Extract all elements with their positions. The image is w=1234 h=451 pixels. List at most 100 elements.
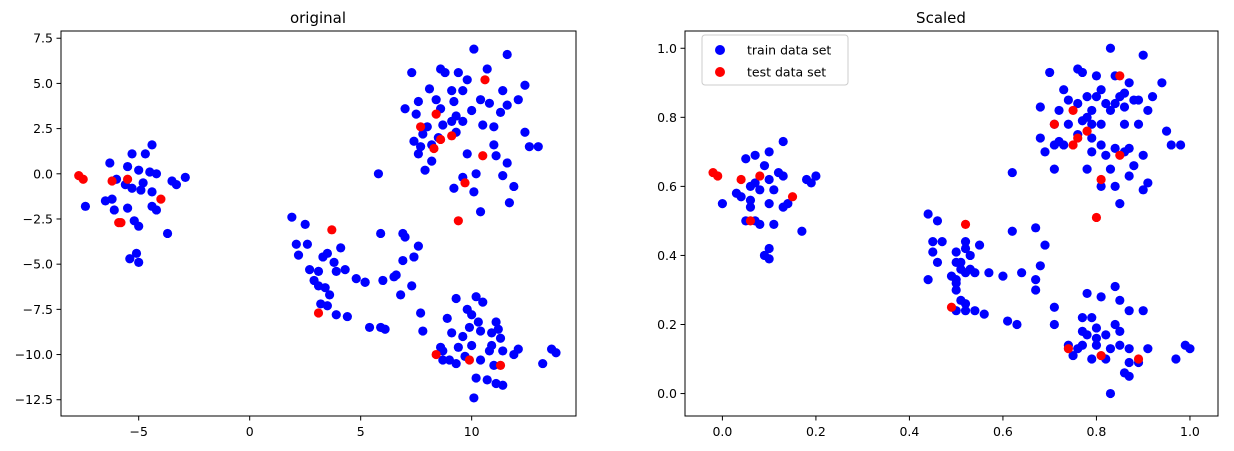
data-point-train bbox=[1105, 164, 1116, 174]
data-point-train bbox=[471, 373, 481, 383]
data-point-train bbox=[1110, 143, 1120, 153]
data-point-train bbox=[1087, 133, 1097, 143]
legend-label-train: train data set bbox=[747, 43, 831, 58]
data-point-train bbox=[469, 187, 479, 197]
data-point-train bbox=[147, 140, 157, 150]
data-point-train bbox=[745, 195, 756, 205]
data-point-test bbox=[431, 109, 441, 119]
data-point-train bbox=[1166, 140, 1176, 150]
data-point-train bbox=[1049, 164, 1059, 174]
legend-marker-train bbox=[715, 45, 725, 55]
data-point-train bbox=[489, 140, 499, 150]
data-point-test bbox=[1133, 354, 1144, 364]
data-point-train bbox=[409, 252, 419, 262]
data-point-train bbox=[398, 255, 408, 266]
data-point-train bbox=[331, 266, 341, 276]
plot-scaled: Scaled 0.0 0.2 0.4 0.6 0.8 1.0 1.0 0.8 0.6 0.4 0.2… bbox=[657, 9, 1219, 439]
y-tick-label-original: −5.0 bbox=[23, 257, 53, 272]
y-tick-label-original: −10.0 bbox=[15, 347, 53, 362]
data-point-train bbox=[442, 313, 452, 323]
data-point-test bbox=[1091, 212, 1102, 223]
data-point-train bbox=[1119, 102, 1130, 112]
data-point-train bbox=[424, 84, 435, 94]
y-tick-label-scaled: 0.6 bbox=[657, 179, 677, 194]
data-point-train bbox=[140, 149, 150, 159]
data-point-train bbox=[413, 96, 423, 107]
data-point-train bbox=[475, 207, 486, 217]
data-point-train bbox=[1110, 319, 1120, 330]
data-point-test bbox=[464, 355, 475, 365]
y-tick-label-original: 2.5 bbox=[33, 121, 53, 136]
data-point-train bbox=[336, 243, 346, 253]
data-point-train bbox=[1054, 105, 1064, 116]
data-point-train bbox=[520, 127, 530, 137]
chart-title-scaled: Scaled bbox=[916, 9, 966, 27]
data-point-train bbox=[1138, 50, 1148, 60]
data-point-train bbox=[331, 310, 341, 320]
data-point-train bbox=[1175, 140, 1186, 150]
data-point-train bbox=[453, 67, 463, 78]
data-point-train bbox=[750, 178, 760, 188]
data-point-train bbox=[1087, 147, 1097, 157]
data-point-train bbox=[318, 252, 328, 262]
data-point-test bbox=[429, 143, 439, 154]
data-point-train bbox=[1077, 67, 1088, 78]
data-point-train bbox=[1115, 340, 1125, 350]
data-point-train bbox=[1143, 105, 1153, 116]
legend-marker-test bbox=[715, 67, 725, 77]
data-point-train bbox=[1138, 185, 1148, 195]
data-point-train bbox=[287, 212, 297, 222]
data-point-train bbox=[498, 346, 508, 356]
data-point-train bbox=[180, 172, 190, 183]
data-point-train bbox=[533, 142, 543, 152]
data-point-train bbox=[1087, 119, 1097, 129]
data-point-train bbox=[1049, 140, 1059, 150]
x-tick-label-original: −5 bbox=[129, 424, 147, 439]
data-point-train bbox=[109, 205, 119, 215]
data-point-train bbox=[1035, 133, 1045, 143]
data-point-test bbox=[1068, 140, 1078, 150]
data-point-train bbox=[502, 49, 512, 60]
data-point-train bbox=[291, 239, 301, 249]
data-point-train bbox=[797, 226, 807, 236]
data-point-train bbox=[360, 277, 370, 287]
data-point-test bbox=[1068, 105, 1078, 116]
data-point-train bbox=[127, 183, 137, 193]
data-point-train bbox=[1147, 92, 1158, 102]
data-point-train bbox=[416, 308, 426, 318]
data-point-train bbox=[745, 202, 756, 212]
data-point-train bbox=[498, 380, 508, 390]
data-point-test bbox=[480, 75, 490, 85]
data-point-train bbox=[136, 185, 146, 195]
data-point-train bbox=[320, 283, 330, 293]
data-point-train bbox=[1115, 295, 1125, 305]
data-point-train bbox=[151, 169, 162, 179]
data-point-train bbox=[1129, 161, 1139, 171]
x-tick-label-scaled: 0.4 bbox=[899, 424, 919, 439]
x-tick-label-scaled: 0.8 bbox=[1086, 424, 1106, 439]
data-point-train bbox=[741, 154, 751, 164]
y-tick-label-scaled: 0.8 bbox=[657, 110, 677, 125]
data-point-train bbox=[1115, 199, 1125, 209]
data-point-train bbox=[418, 326, 428, 336]
data-point-test bbox=[946, 302, 957, 312]
data-point-train bbox=[974, 240, 985, 250]
data-point-train bbox=[411, 109, 421, 119]
data-point-train bbox=[138, 178, 148, 188]
data-point-train bbox=[1031, 285, 1041, 295]
data-point-train bbox=[1101, 98, 1111, 109]
data-point-train bbox=[811, 171, 821, 181]
data-point-train bbox=[928, 237, 938, 247]
data-point-train bbox=[998, 271, 1008, 281]
data-point-train bbox=[1091, 92, 1102, 102]
data-point-train bbox=[538, 358, 548, 369]
data-point-train bbox=[451, 293, 461, 304]
data-point-train bbox=[520, 80, 530, 90]
axes-frame-original bbox=[60, 30, 577, 417]
data-point-train bbox=[1185, 344, 1195, 354]
data-point-train bbox=[1091, 333, 1102, 343]
data-point-train bbox=[769, 185, 779, 195]
data-point-train bbox=[125, 254, 135, 264]
data-point-train bbox=[502, 158, 512, 168]
data-point-train bbox=[1082, 288, 1092, 299]
